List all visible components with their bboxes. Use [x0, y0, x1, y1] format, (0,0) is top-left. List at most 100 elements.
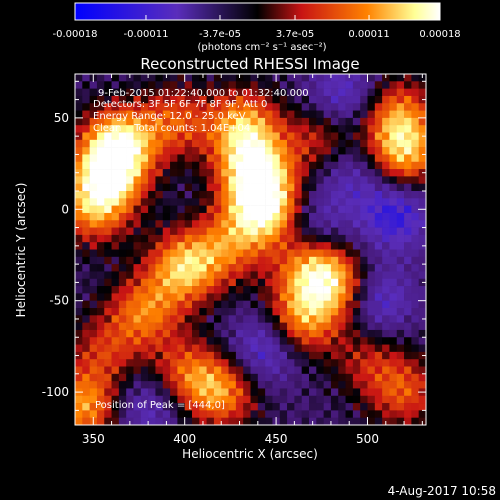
heatmap-cell [228, 191, 237, 199]
heatmap-cell [316, 212, 324, 221]
heatmap-cell [265, 300, 273, 309]
heatmap-cell [250, 205, 259, 214]
heatmap-cell [82, 308, 90, 316]
heatmap-cell [235, 293, 244, 301]
heatmap-cell [265, 337, 273, 345]
heatmap-cell [345, 351, 354, 360]
heatmap-cell [404, 410, 412, 418]
heatmap-cell [257, 410, 266, 418]
heatmap-cell [323, 322, 332, 331]
heatmap-cell [330, 388, 339, 397]
heatmap-cell [155, 403, 164, 411]
heatmap-cell [155, 95, 164, 104]
heatmap-cell [418, 264, 426, 272]
heatmap-cell [213, 308, 222, 316]
heatmap-cell [89, 212, 98, 221]
heatmap-cell [243, 271, 251, 280]
heatmap-cell [199, 110, 207, 119]
colorbar-tick-label: -0.00018 [53, 29, 98, 40]
heatmap-cell [309, 410, 317, 418]
heatmap-cell [82, 315, 90, 323]
heatmap-cell [330, 125, 339, 133]
heatmap-cell [345, 278, 354, 287]
heatmap-cell [323, 403, 332, 411]
heatmap-cell [257, 183, 266, 192]
heatmap-cell [352, 264, 361, 272]
heatmap-cell [360, 315, 368, 323]
heatmap-cell [235, 227, 244, 236]
heatmap-cell [243, 351, 251, 360]
heatmap-cell [345, 110, 354, 119]
heatmap-cell [294, 95, 302, 104]
heatmap-cell [265, 381, 273, 389]
heatmap-cell [111, 212, 120, 221]
heatmap-cell [404, 271, 412, 280]
heatmap-cell [418, 154, 426, 163]
heatmap-cell [118, 351, 127, 360]
heatmap-cell [184, 373, 193, 382]
heatmap-cell [294, 286, 302, 294]
heatmap-cell [96, 308, 105, 316]
heatmap-cell [338, 293, 346, 301]
heatmap-cell [404, 344, 412, 353]
heatmap-cell [118, 278, 127, 287]
heatmap-cell [89, 117, 98, 126]
heatmap-cell [177, 132, 185, 141]
heatmap-cell [213, 139, 222, 148]
heatmap-cell [360, 256, 368, 265]
heatmap-cell [104, 388, 112, 397]
heatmap-cell [82, 154, 90, 163]
heatmap-cell [265, 139, 273, 148]
heatmap-cell [345, 212, 354, 221]
heatmap-cell [345, 88, 354, 97]
heatmap-cell [111, 366, 120, 375]
heatmap-cell [213, 337, 222, 345]
heatmap-cell [96, 410, 105, 418]
heatmap-cell [162, 256, 171, 265]
heatmap-cell [177, 249, 185, 258]
heatmap-cell [294, 183, 302, 192]
heatmap-cell [206, 344, 215, 353]
heatmap-cell [345, 198, 354, 206]
heatmap-cell [338, 212, 346, 221]
heatmap-cell [294, 359, 302, 367]
heatmap-cell [352, 315, 361, 323]
heatmap-cell [330, 322, 339, 331]
heatmap-cell [104, 117, 112, 126]
heatmap-cell [418, 293, 426, 301]
heatmap-cell [162, 344, 171, 353]
heatmap-cell [396, 205, 405, 214]
heatmap-cell [374, 176, 383, 184]
heatmap-cell [228, 300, 237, 309]
heatmap-cell [243, 147, 251, 155]
heatmap-cell [265, 117, 273, 126]
heatmap-cell [162, 249, 171, 258]
heatmap-cell [170, 234, 178, 243]
heatmap-cell [206, 373, 215, 382]
heatmap-cell [279, 81, 288, 89]
heatmap-cell [89, 410, 98, 418]
heatmap-cell [279, 88, 288, 97]
heatmap-cell [82, 191, 90, 199]
heatmap-cell [330, 308, 339, 316]
heatmap-cell [140, 117, 149, 126]
heatmap-cell [287, 278, 295, 287]
heatmap-cell [228, 212, 237, 221]
heatmap-cell [104, 271, 112, 280]
heatmap-cell [389, 278, 398, 287]
heatmap-cell [213, 154, 222, 163]
heatmap-cell [294, 249, 302, 258]
heatmap-cell [374, 417, 383, 425]
heatmap-cell [316, 300, 324, 309]
heatmap-cell [418, 381, 426, 389]
heatmap-cell [279, 264, 288, 272]
heatmap-cell [404, 103, 412, 111]
heatmap-cell [206, 271, 215, 280]
heatmap-cell [309, 286, 317, 294]
heatmap-cell [316, 417, 324, 425]
heatmap-cell [294, 373, 302, 382]
heatmap-cell [148, 110, 156, 119]
heatmap-cell [213, 205, 222, 214]
heatmap-cell [199, 81, 207, 89]
heatmap-cell [330, 169, 339, 177]
